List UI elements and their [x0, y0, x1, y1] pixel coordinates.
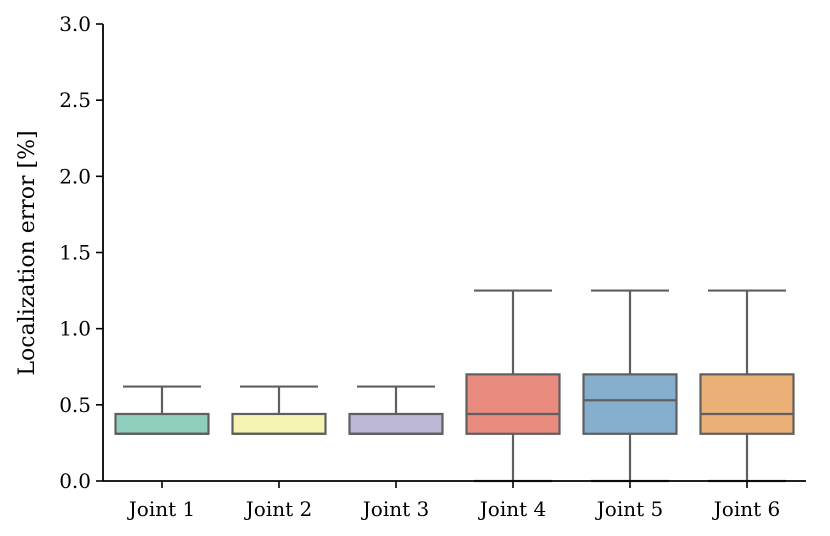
box-2: [231, 385, 327, 435]
boxes-layer: [114, 289, 795, 483]
iqr-box: [582, 373, 678, 435]
iqr-box: [114, 412, 210, 435]
iqr-box: [231, 412, 327, 435]
x-tick-label: Joint 4: [478, 497, 546, 521]
x-tick-label: Joint 3: [361, 497, 429, 521]
x-tick-label: Joint 2: [244, 497, 312, 521]
x-tick-label: Joint 5: [595, 497, 663, 521]
y-tick-label: 1.5: [59, 241, 91, 265]
box-5: [582, 289, 678, 483]
x-tick-label: Joint 6: [712, 497, 780, 521]
y-tick-label: 2.0: [59, 164, 91, 188]
y-ticks: 0.0 0.5 1.0 1.5 2.0 2.5 3.0: [59, 12, 103, 493]
y-tick-label: 1.0: [59, 317, 91, 341]
box-1: [114, 385, 210, 435]
box-6: [699, 289, 795, 483]
box-4: [465, 289, 561, 483]
y-tick-label: 2.5: [59, 88, 91, 112]
y-tick-label: 0.5: [59, 393, 91, 417]
y-tick-label: 0.0: [59, 469, 91, 493]
box-3: [348, 385, 444, 435]
x-tick-label: Joint 1: [127, 497, 195, 521]
y-axis-title: Localization error [%]: [15, 130, 40, 375]
x-ticks: Joint 1 Joint 2 Joint 3 Joint 4 Joint 5 Joint…: [127, 481, 780, 521]
iqr-box: [699, 373, 795, 435]
iqr-box: [348, 412, 444, 435]
iqr-box: [465, 373, 561, 435]
y-tick-label: 3.0: [59, 12, 91, 36]
